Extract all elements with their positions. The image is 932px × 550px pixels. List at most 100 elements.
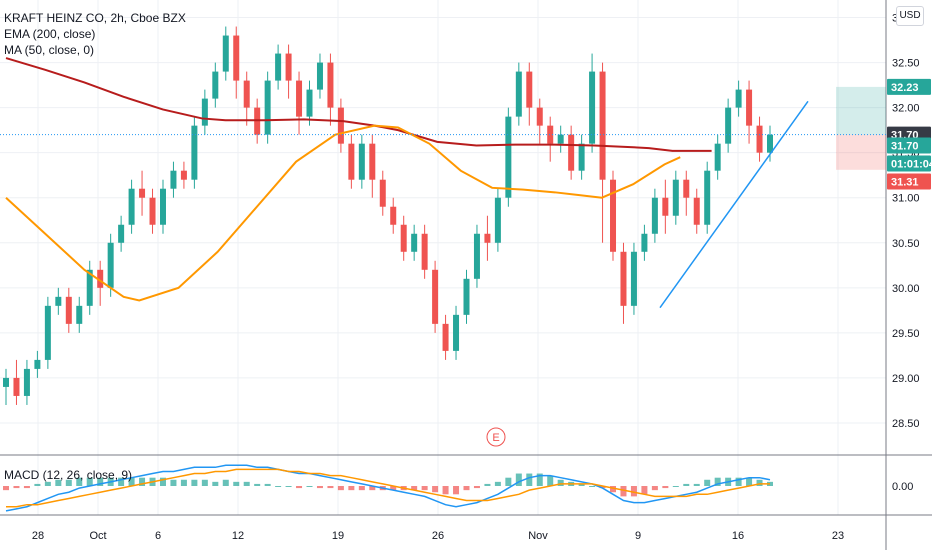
macd-histogram-bar (65, 479, 72, 486)
candle-body (767, 134, 773, 153)
candle-body (505, 116, 512, 198)
symbol-title: KRAFT HEINZ CO, 2h, Cboe BZX (4, 11, 186, 25)
candle-body (107, 242, 114, 288)
ma50-line (5, 124, 681, 302)
time-tick-label: 26 (432, 530, 444, 542)
macd-histogram-bar (118, 477, 125, 486)
time-tick-label: Oct (89, 530, 106, 542)
candle-body (296, 80, 303, 117)
macd-histogram-bar (34, 483, 41, 486)
ema-legend: EMA (200, close) (4, 27, 96, 41)
macd-histogram-bar (358, 486, 365, 491)
ema200-line (5, 57, 712, 152)
time-tick-label: 28 (32, 530, 44, 542)
time-tick-label: Nov (528, 530, 548, 542)
candle-body (34, 359, 41, 369)
macd-histogram-bar (557, 479, 564, 486)
price-badge (887, 155, 931, 172)
macd-histogram-bar (704, 479, 711, 486)
macd-histogram-bar (222, 479, 229, 486)
candle-body (463, 278, 470, 315)
time-tick-label: 16 (732, 530, 744, 542)
macd-histogram-bar (275, 486, 282, 487)
candle-body (442, 323, 449, 351)
macd-histogram-bar (13, 486, 20, 489)
candle-body (65, 296, 72, 324)
price-badge-label: 31.70 (891, 140, 919, 152)
currency-button[interactable]: USD (896, 6, 924, 26)
macd-histogram-bar (714, 477, 721, 486)
candle-body (337, 107, 344, 144)
ma-legend: MA (50, close, 0) (4, 43, 95, 57)
macd-histogram-bar (610, 486, 617, 493)
candle-body (233, 35, 240, 81)
macd-histogram-bar (494, 481, 501, 486)
candle-body (86, 269, 93, 306)
candle-body (264, 80, 271, 135)
candle-body (13, 377, 20, 396)
macd-histogram-bar (86, 477, 93, 486)
macd-histogram-bar (139, 477, 146, 486)
candle-body (285, 53, 292, 81)
macd-histogram-bar (3, 486, 9, 491)
candle-body (191, 125, 198, 180)
macd-histogram-bar (505, 477, 512, 486)
candle-body (411, 233, 418, 252)
macd-histogram-bar (735, 477, 742, 486)
macd-histogram-bar (630, 486, 637, 497)
candle-body (526, 71, 533, 108)
candle-body (139, 188, 146, 198)
candle-body (641, 233, 648, 252)
price-tick-label: 31.00 (892, 193, 920, 205)
macd-histogram-bar (191, 479, 198, 486)
candle-body (275, 53, 282, 81)
candle-body (348, 143, 355, 180)
candle-body (620, 251, 627, 306)
macd-histogram-bar (484, 483, 491, 486)
macd-histogram-bar (599, 486, 606, 489)
position-target-zone (836, 86, 886, 135)
candle-body (316, 62, 323, 90)
macd-histogram-bar (756, 479, 763, 486)
macd-histogram-bar (421, 486, 428, 491)
macd-histogram-bar (254, 483, 261, 486)
candle-body (243, 80, 250, 108)
candle-body (630, 251, 637, 306)
price-badge-label: 31.31 (891, 177, 919, 189)
candle-body (390, 206, 397, 225)
candle-body (725, 107, 732, 144)
price-badge (887, 173, 931, 190)
macd-histogram-bar (693, 483, 700, 486)
signal-line (6, 468, 770, 508)
macd-histogram-bar (651, 486, 658, 491)
macd-histogram-bar (526, 473, 533, 486)
candle-body (453, 314, 460, 351)
macd-histogram-bar (23, 486, 30, 489)
macd-histogram-bar (432, 486, 439, 493)
price-tick-label: 29.00 (892, 373, 920, 385)
trendline (659, 100, 809, 309)
time-tick-label: 23 (832, 530, 844, 542)
candle-body (672, 179, 679, 216)
macd-legend: MACD (12, 26, close, 9) (4, 468, 133, 482)
macd-histogram-bar (327, 486, 334, 489)
macd-histogram-bar (662, 486, 669, 489)
macd-histogram-bar (746, 477, 753, 486)
time-tick-label: 12 (232, 530, 244, 542)
price-tick-label: 30.00 (892, 283, 920, 295)
earnings-event-icon (486, 427, 506, 447)
candle-body (494, 197, 501, 243)
candle-body (547, 125, 554, 144)
candle-body (23, 368, 30, 396)
macd-histogram-bar (285, 486, 292, 487)
candle-body (651, 197, 658, 234)
candle-body (662, 197, 669, 216)
candle-body (693, 197, 700, 225)
macd-histogram-bar (159, 477, 166, 486)
macd-histogram-bar (578, 483, 585, 486)
price-badge (887, 137, 931, 154)
price-tick-label: 29.50 (892, 328, 920, 340)
macd-histogram-bar (97, 477, 104, 486)
candle-body (358, 143, 365, 180)
